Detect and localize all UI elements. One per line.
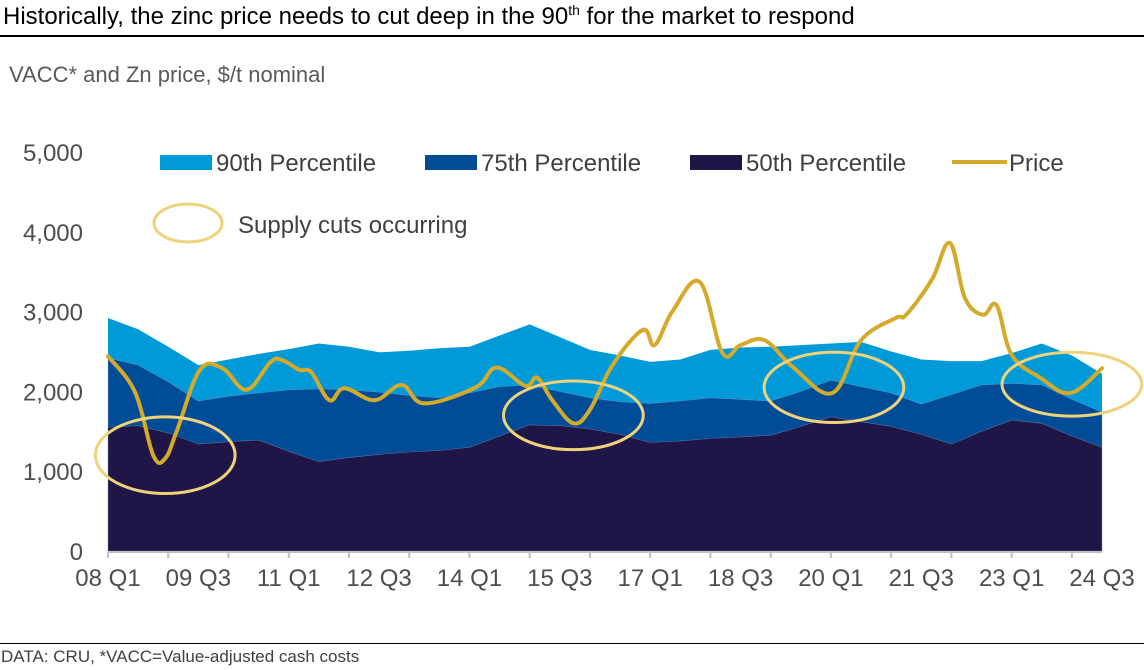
legend: 90th Percentile 75th Percentile 50th Perce… [152,150,1064,244]
supply-cut-ellipse [93,415,237,496]
chart-title-main: Historically, the zinc price needs to cu… [3,3,569,30]
legend-item-75th-percentile: 75th Percentile [425,150,641,177]
x-tick-label: 20 Q1 [798,565,863,592]
legend-item-90th-percentile: 90th Percentile [160,150,376,177]
y-tick-label: 0 [70,539,83,566]
x-tick-label: 17 Q1 [617,565,682,592]
legend-item-price: Price [952,150,1064,177]
legend-swatch [152,202,224,244]
legend-item-50th-percentile: 50th Percentile [690,150,906,177]
legend-label: 75th Percentile [481,150,641,177]
legend-label: 90th Percentile [216,150,376,177]
legend-swatch [690,155,742,170]
x-tick-label: 15 Q3 [527,565,592,592]
x-tick-label: 12 Q3 [346,565,411,592]
chart-subtitle: VACC* and Zn price, $/t nominal [9,62,326,87]
y-tick-label: 3,000 [23,300,83,327]
legend-label: 50th Percentile [746,150,906,177]
x-tick-label: 11 Q1 [257,565,321,592]
axes: 08 Q1 09 Q3 11 Q1 12 Q3 14 Q1 15 Q3 17 Q1 18 Q3… [23,140,1135,592]
chart: 08 Q1 09 Q3 11 Q1 12 Q3 14 Q1 15 Q3 17 Q1 18 Q3… [23,140,1144,592]
price-line [106,240,1104,465]
supply-cut-ellipse [762,350,906,425]
footer-rule [0,643,1144,644]
supply-cut-ellipse [1000,350,1144,418]
y-tick-label: 2,000 [23,379,83,406]
area-50th-percentile [107,416,1103,552]
legend-label: Supply cuts occurring [238,212,467,239]
supply-cut-annotations [93,350,1144,496]
y-tick-label: 1,000 [23,459,83,486]
legend-swatch [425,155,477,170]
chart-title-superscript: th [568,2,580,18]
price-series [106,240,1104,465]
chart-title: Historically, the zinc price needs to cu… [3,2,855,31]
chart-title-end: for the market to respond [579,3,855,30]
x-tick-label: 23 Q1 [979,565,1044,592]
y-tick-label: 5,000 [23,140,83,167]
area-layers [107,318,1103,552]
supply-cut-ellipse [501,379,645,452]
x-tick-label: 21 Q3 [889,565,954,592]
x-tick-label: 14 Q1 [437,565,502,592]
x-tick-label: 08 Q1 [75,565,140,592]
x-tick-label: 24 Q3 [1069,565,1134,592]
legend-swatch [160,155,212,170]
legend-label: Price [1009,150,1064,177]
y-tick-label: 4,000 [23,220,83,247]
chart-source-note: DATA: CRU, *VACC=Value-adjusted cash cos… [1,647,360,666]
title-rule [0,35,1144,37]
x-tick-label: 09 Q3 [166,565,231,592]
legend-item-supply-cuts: Supply cuts occurring [152,202,467,244]
x-tick-label: 18 Q3 [708,565,773,592]
